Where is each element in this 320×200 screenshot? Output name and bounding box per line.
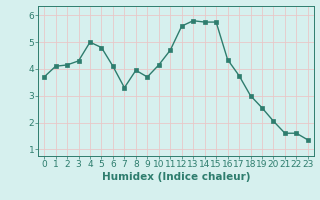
X-axis label: Humidex (Indice chaleur): Humidex (Indice chaleur) <box>102 172 250 182</box>
